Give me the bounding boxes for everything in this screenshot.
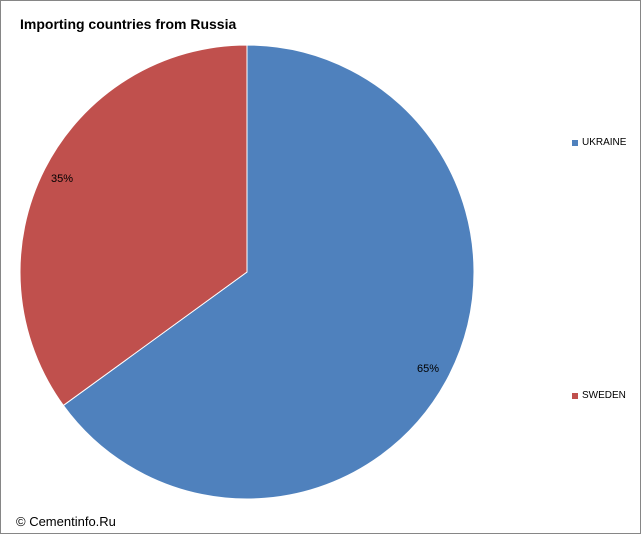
- legend-swatch-sweden: [572, 392, 578, 399]
- legend-swatch-ukraine: [572, 139, 578, 146]
- legend-item-ukraine: UKRAINE: [572, 137, 626, 148]
- pie-slice-sweden: [19, 44, 248, 407]
- legend-label-sweden: SWEDEN: [582, 390, 626, 401]
- slice-label-ukraine: 65%: [416, 363, 440, 375]
- legend-item-sweden: SWEDEN: [572, 390, 626, 401]
- copyright-text: © Cementinfo.Ru: [16, 514, 116, 529]
- pie-slice-ukraine: [62, 44, 475, 500]
- legend-label-ukraine: UKRAINE: [582, 137, 627, 148]
- slice-label-sweden: 35%: [50, 173, 74, 185]
- chart-title: Importing countries from Russia: [20, 16, 237, 32]
